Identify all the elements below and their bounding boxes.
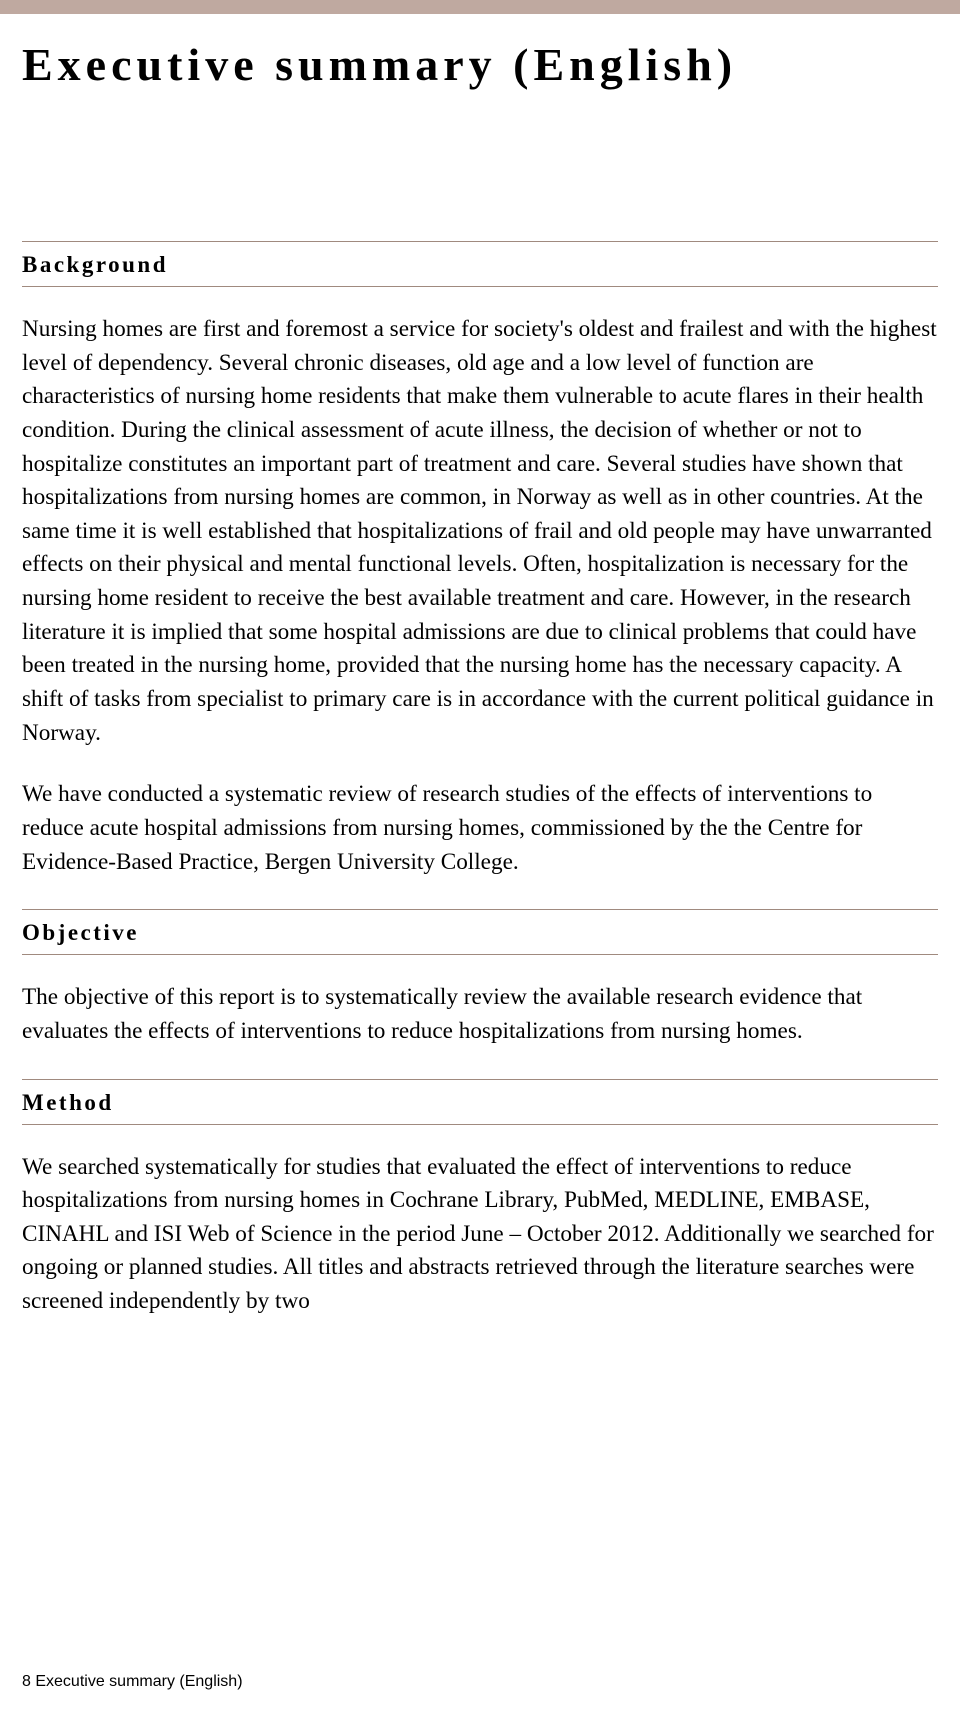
- background-paragraph-1: Nursing homes are first and foremost a s…: [22, 313, 938, 750]
- page-footer: 8 Executive summary (English): [22, 1673, 243, 1691]
- method-paragraph-1: We searched systematically for studies t…: [22, 1151, 938, 1319]
- background-paragraph-2: We have conducted a systematic review of…: [22, 778, 938, 879]
- objective-paragraph-1: The objective of this report is to syste…: [22, 981, 938, 1048]
- page-title: Executive summary (English): [22, 38, 938, 91]
- heading-objective: Objective: [22, 920, 938, 946]
- document-page: Executive summary (English) Background N…: [0, 0, 960, 1713]
- heading-background: Background: [22, 252, 938, 278]
- section-heading-method: Method: [22, 1079, 938, 1125]
- section-heading-background: Background: [22, 241, 938, 287]
- page-number: 8: [22, 1673, 31, 1690]
- section-heading-objective: Objective: [22, 909, 938, 955]
- top-accent-bar: [0, 0, 960, 14]
- footer-label: Executive summary (English): [35, 1673, 242, 1690]
- page-content: Executive summary (English) Background N…: [0, 14, 960, 1319]
- heading-method: Method: [22, 1090, 938, 1116]
